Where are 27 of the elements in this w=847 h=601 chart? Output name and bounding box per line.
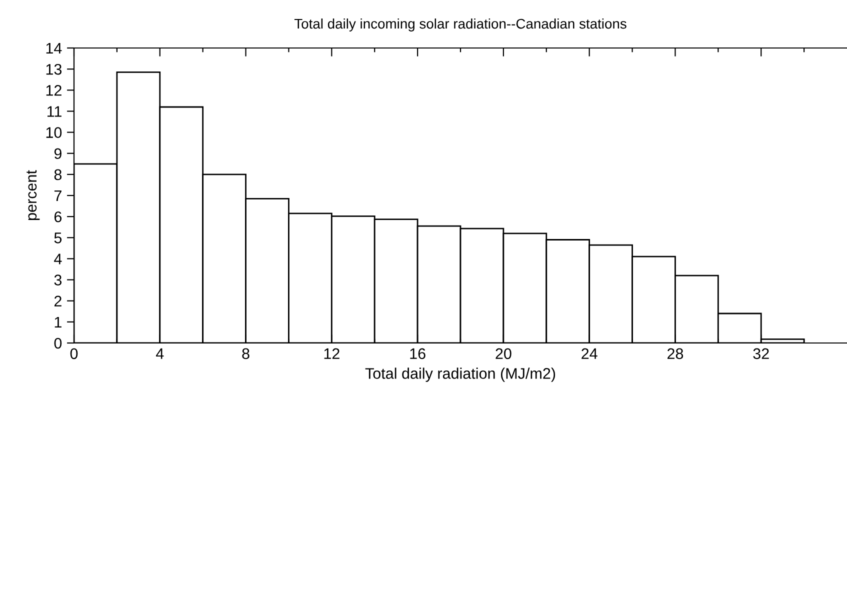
y-tick-label: 6: [54, 211, 62, 222]
y-tick-label: 11: [47, 106, 62, 117]
chart-title: Total daily incoming solar radiation--Canadian stations: [294, 18, 626, 32]
y-tick-label: 3: [54, 274, 62, 286]
x-tick-label: 20: [496, 348, 512, 360]
x-tick-label: 24: [582, 348, 598, 359]
x-tick-label: 8: [242, 348, 250, 360]
x-tick-label: 4: [156, 348, 164, 359]
y-tick-label: 1: [54, 316, 62, 328]
x-axis-title: Total daily radiation (MJ/m2): [365, 368, 556, 382]
x-tick-label: 0: [70, 348, 78, 360]
y-tick-label: 0: [54, 338, 62, 349]
y-tick-label: 12: [46, 85, 62, 96]
y-tick-label: 4: [54, 254, 62, 264]
y-axis-title: percent: [26, 170, 40, 220]
y-tick-label: 10: [46, 127, 62, 138]
y-tick-label: 2: [54, 296, 62, 306]
y-tick-label: 14: [46, 43, 62, 54]
x-tick-label: 32: [753, 348, 769, 360]
y-tick-label: 5: [54, 232, 62, 244]
y-tick-label: 13: [46, 64, 62, 75]
y-tick-label: 7: [54, 190, 62, 202]
x-tick-label: 28: [667, 348, 684, 360]
x-tick-label: 12: [324, 348, 340, 359]
x-tick-label: 16: [410, 348, 426, 360]
y-tick-label: 8: [54, 169, 62, 180]
y-tick-label: 9: [54, 148, 62, 160]
